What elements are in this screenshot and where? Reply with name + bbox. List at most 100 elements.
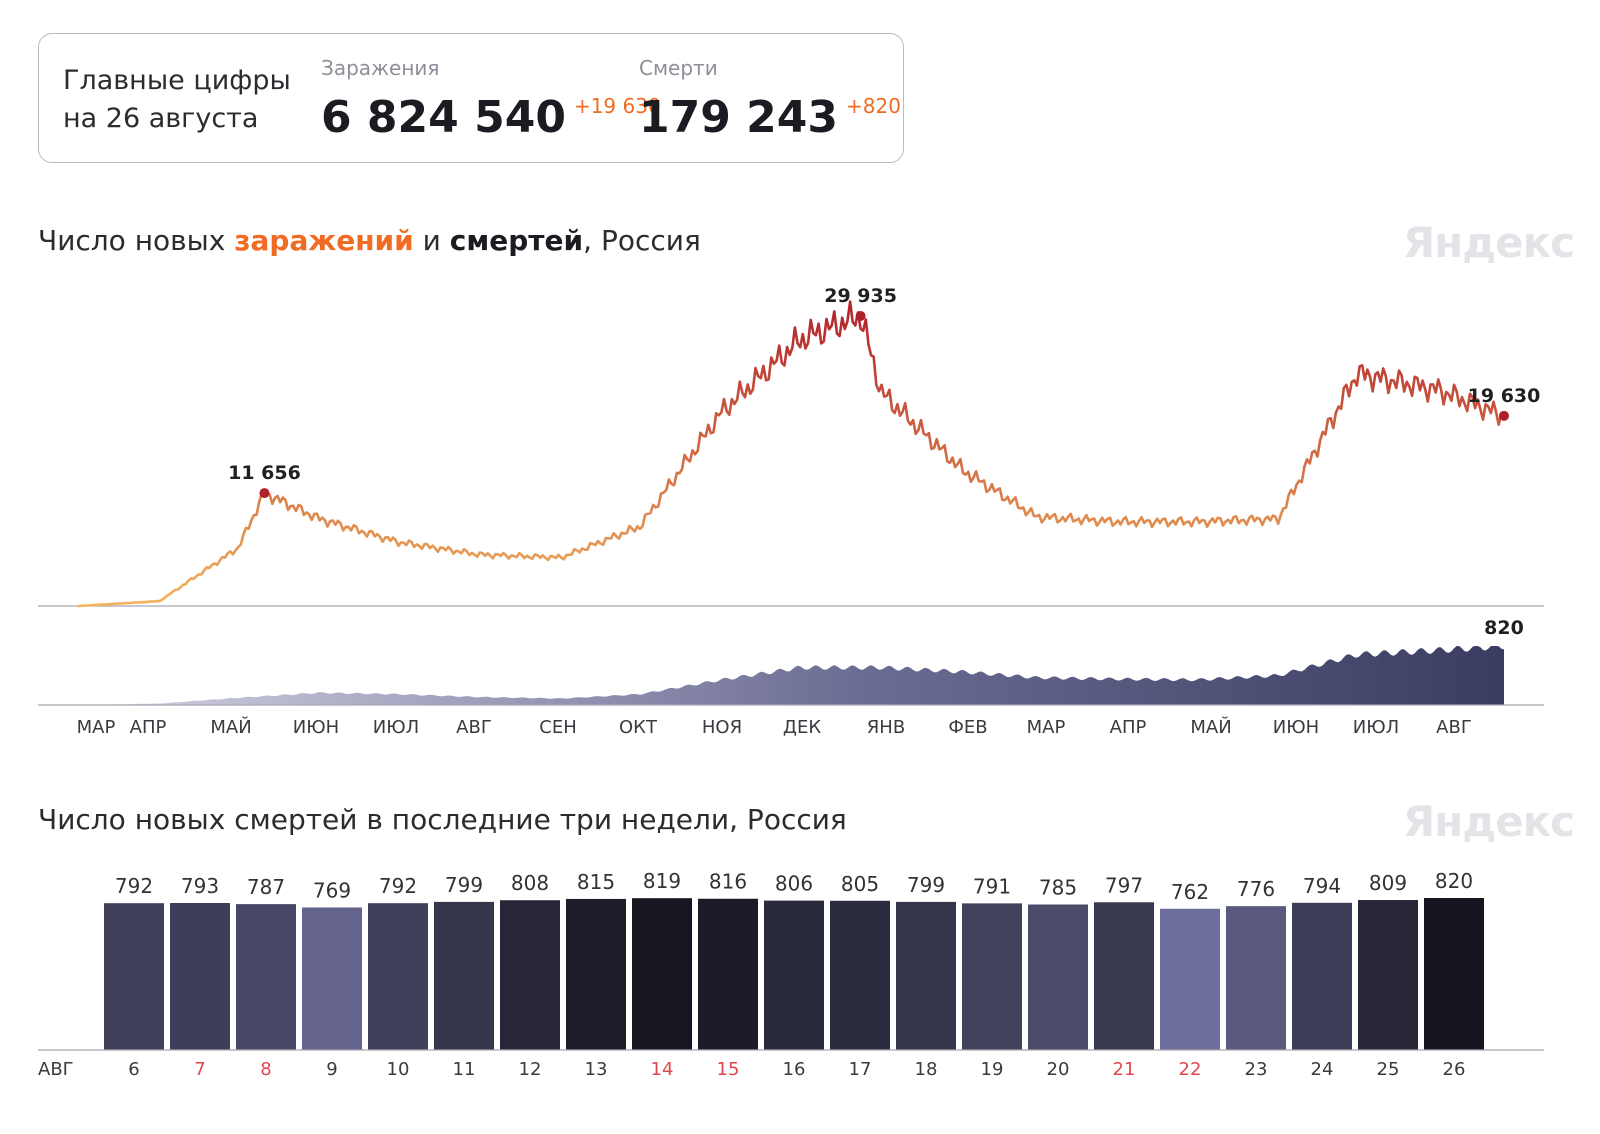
death-bar-value-label: 792 <box>379 874 417 898</box>
month-tick-label: ИЮН <box>293 717 339 738</box>
month-tick-label: ИЮЛ <box>373 717 419 738</box>
summary-heading: Главные цифры на 26 августа <box>63 62 291 138</box>
death-bar-value-label: 808 <box>511 871 549 895</box>
death-bar <box>566 898 626 1050</box>
trend-chart-title: Число новых заражений и смертей, Россия <box>38 224 701 257</box>
summary-card: Главные цифры на 26 августа Заражения 6 … <box>38 33 904 163</box>
infections-label: Заражения <box>321 56 440 80</box>
deaths-total: 179 243 <box>639 92 839 143</box>
death-bar <box>1226 906 1286 1050</box>
death-bar <box>962 903 1022 1050</box>
infections-delta: +19 630 <box>573 94 661 118</box>
month-tick-label: НОЯ <box>702 717 742 738</box>
death-bar-day-label: 18 <box>915 1059 938 1080</box>
death-bar-day-label: 25 <box>1377 1059 1400 1080</box>
deaths-stat: Смерти 179 243 +820 <box>639 56 901 143</box>
deaths-label: Смерти <box>639 56 718 80</box>
death-bar-value-label: 769 <box>313 878 351 902</box>
trend-chart: 11 656 29 935 19 630 820 МАР АПР МАЙ ИЮН ИЮЛ АВГ С… <box>38 285 1544 738</box>
death-bar <box>632 898 692 1050</box>
death-bar-value-label: 815 <box>577 870 615 894</box>
death-bar-day-label: 12 <box>519 1059 542 1080</box>
infections-line <box>77 300 1506 608</box>
death-bar <box>1160 908 1220 1050</box>
month-tick-label: СЕН <box>539 717 576 738</box>
month-tick-label: ИЮЛ <box>1353 717 1399 738</box>
summary-title-line2: на 26 августа <box>63 103 259 134</box>
death-bar-day-label: 9 <box>326 1059 337 1080</box>
death-bar-day-label: 26 <box>1443 1059 1466 1080</box>
month-tick-label: ОКТ <box>619 717 658 738</box>
month-tick-label: АПР <box>130 717 167 738</box>
death-bar-day-label: 10 <box>387 1059 410 1080</box>
month-tick-label: АВГ <box>1436 717 1472 738</box>
death-bar-value-label: 797 <box>1105 873 1143 897</box>
death-bar <box>170 903 230 1050</box>
death-bar-value-label: 816 <box>709 870 747 894</box>
death-bar <box>236 904 296 1050</box>
death-bar-day-label: 11 <box>453 1059 476 1080</box>
infections-annotation-label: 29 935 <box>824 285 897 307</box>
death-bar <box>302 907 362 1050</box>
infections-total: 6 824 540 <box>321 92 566 143</box>
death-bar-value-label: 805 <box>841 872 879 896</box>
death-bar <box>698 898 758 1050</box>
death-bar-day-label: 22 <box>1179 1059 1202 1080</box>
death-bar-day-label: 23 <box>1245 1059 1268 1080</box>
death-bar-value-label: 809 <box>1369 871 1407 895</box>
infections-stat: Заражения 6 824 540 +19 630 <box>321 56 661 143</box>
death-bar-value-label: 820 <box>1435 869 1473 893</box>
trend-title-part3: и <box>413 224 450 257</box>
death-bar-value-label: 806 <box>775 872 813 896</box>
death-bar <box>1424 898 1484 1050</box>
deaths-area <box>78 646 1504 705</box>
death-bar-value-label: 787 <box>247 875 285 899</box>
month-tick-label: МАР <box>1027 717 1066 738</box>
death-bar-day-label: 15 <box>717 1059 740 1080</box>
infections-annotation-label: 11 656 <box>228 462 301 484</box>
deaths-delta: +820 <box>846 94 901 118</box>
trend-title-part1: Число новых <box>38 224 235 257</box>
death-bar-day-label: 20 <box>1047 1059 1070 1080</box>
death-bar-value-label: 791 <box>973 874 1011 898</box>
infections-peak-marker <box>259 488 270 499</box>
death-bar-day-label: 14 <box>651 1059 674 1080</box>
death-bar-day-label: 6 <box>128 1059 139 1080</box>
death-bar-value-label: 794 <box>1303 874 1341 898</box>
month-tick-label: ДЕК <box>783 717 821 738</box>
bars-chart-title: Число новых смертей в последние три неде… <box>38 803 847 836</box>
death-bar <box>434 901 494 1050</box>
death-bar-day-label: 16 <box>783 1059 806 1080</box>
death-bar <box>830 900 890 1050</box>
month-tick-label: ИЮН <box>1273 717 1319 738</box>
death-bar-day-label: 21 <box>1113 1059 1136 1080</box>
death-bar-day-label: 8 <box>260 1059 271 1080</box>
month-tick-label: ЯНВ <box>867 717 905 738</box>
month-tick-label: АВГ <box>456 717 492 738</box>
death-bar-day-label: 17 <box>849 1059 872 1080</box>
death-bar-value-label: 762 <box>1171 880 1209 904</box>
death-bar <box>764 900 824 1050</box>
death-bar-day-label: 13 <box>585 1059 608 1080</box>
death-bar-day-label: 7 <box>194 1059 205 1080</box>
death-bar <box>104 903 164 1050</box>
death-bar <box>368 903 428 1050</box>
death-bar-value-label: 819 <box>643 869 681 893</box>
death-bar-day-label: 24 <box>1311 1059 1334 1080</box>
death-bar <box>1358 900 1418 1050</box>
trend-title-part5: , Россия <box>583 224 701 257</box>
infections-peak-marker <box>1499 410 1509 421</box>
death-bar-value-label: 793 <box>181 874 219 898</box>
month-tick-label: МАР <box>77 717 116 738</box>
death-bar <box>1028 904 1088 1050</box>
bars-watermark: Яндекс <box>1402 797 1575 846</box>
month-tick-label: ФЕВ <box>948 717 987 738</box>
summary-title-line1: Главные цифры <box>63 65 291 96</box>
trend-title-infections: заражений <box>234 224 414 257</box>
trend-watermark: Яндекс <box>1402 218 1575 267</box>
month-tick-label: АПР <box>1110 717 1147 738</box>
infections-peak-marker <box>855 311 866 321</box>
death-bar-value-label: 776 <box>1237 877 1275 901</box>
month-tick-label: МАЙ <box>210 716 251 738</box>
